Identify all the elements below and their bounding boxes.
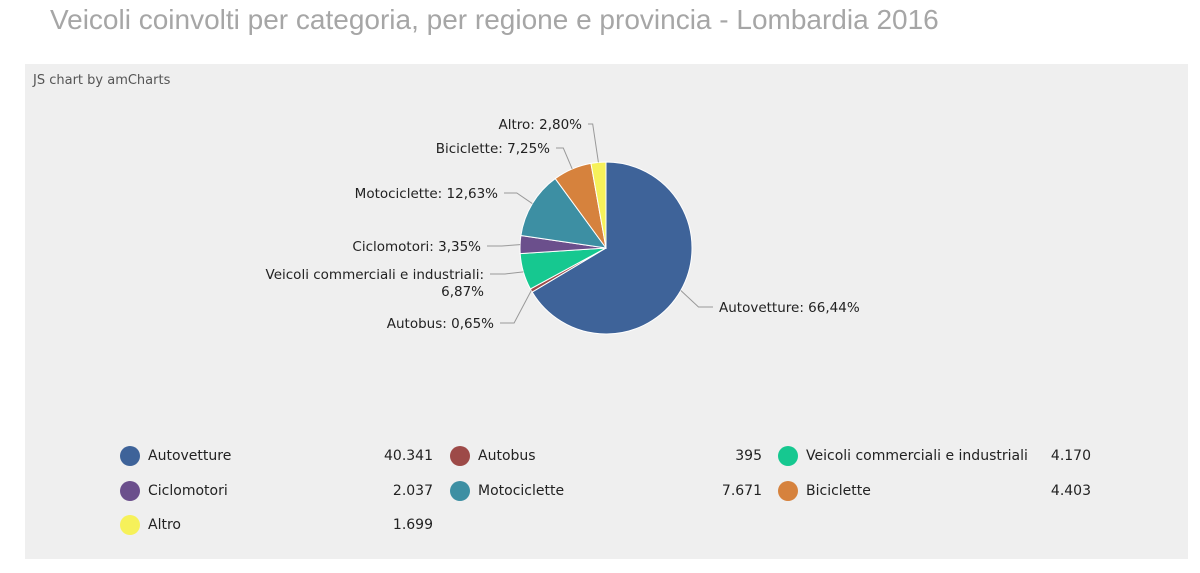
legend-marker-icon (120, 481, 140, 501)
chart-legend: Autovetture 40.341 Autobus 395 Veicoli comme… (25, 64, 1188, 559)
legend-value: 2.037 (392, 483, 433, 499)
legend-label: Autobus (478, 448, 536, 464)
legend-value: 4.403 (1050, 483, 1091, 499)
slice-label-connector (490, 271, 524, 275)
slice-label-connector (556, 147, 573, 170)
legend-label: Biciclette (806, 483, 871, 499)
legend-value: 1.699 (392, 517, 433, 533)
pie-slice-altro[interactable] (590, 161, 607, 249)
legend-label: Motociclette (478, 483, 565, 499)
legend-marker-icon (450, 446, 470, 466)
legend-item[interactable]: Autobus 395 (450, 446, 762, 470)
pie-chart: Autovetture: 66,44% Autobus: 0,65% Veicoli… (266, 117, 860, 335)
amcharts-credit-link[interactable]: JS chart by amCharts (33, 73, 171, 88)
slice-label-connector (487, 244, 521, 247)
legend-marker-icon (778, 481, 798, 501)
legend-item[interactable]: Altro 1.699 (120, 515, 433, 539)
legend-label: Ciclomotori (148, 483, 228, 499)
slice-label: Biciclette: 7,25% (436, 141, 550, 157)
legend-value: 40.341 (384, 448, 433, 464)
legend-item[interactable]: Veicoli commerciali e industriali 4.170 (778, 446, 1091, 470)
legend-item[interactable]: Biciclette 4.403 (778, 481, 1091, 505)
legend-item[interactable]: Autovetture 40.341 (120, 446, 433, 470)
legend-marker-icon (450, 481, 470, 501)
legend-item[interactable]: Motociclette 7.671 (450, 481, 762, 505)
legend-label: Veicoli commerciali e industriali (806, 448, 1028, 464)
slice-label: Veicoli commerciali e industriali: 6,87% (266, 267, 485, 300)
slice-label-connector (588, 123, 599, 163)
slice-label: Autovetture: 66,44% (719, 300, 860, 316)
legend-marker-icon (778, 446, 798, 466)
slice-label-connector (500, 290, 532, 324)
legend-value: 395 (735, 448, 762, 464)
pie-slice-autovetture[interactable] (531, 161, 693, 335)
chart-panel: JS chart by amCharts Autovetture: 66,44%… (25, 64, 1188, 559)
slice-label: Motociclette: 12,63% (355, 186, 498, 202)
slice-label-connector (504, 192, 533, 205)
legend-value: 4.170 (1050, 448, 1091, 464)
slice-label: Ciclomotori: 3,35% (352, 239, 481, 255)
legend-label: Altro (148, 517, 181, 533)
legend-value: 7.671 (721, 483, 762, 499)
slice-label: Autobus: 0,65% (387, 316, 494, 332)
legend-item[interactable]: Ciclomotori 2.037 (120, 481, 433, 505)
pie-slice-motociclette[interactable] (520, 177, 608, 249)
page-title: Veicoli coinvolti per categoria, per reg… (50, 4, 939, 35)
legend-marker-icon (120, 446, 140, 466)
legend-marker-icon (120, 515, 140, 535)
legend-label: Autovetture (148, 448, 232, 464)
slice-label: Altro: 2,80% (498, 117, 582, 133)
slice-label-connector (680, 290, 713, 308)
